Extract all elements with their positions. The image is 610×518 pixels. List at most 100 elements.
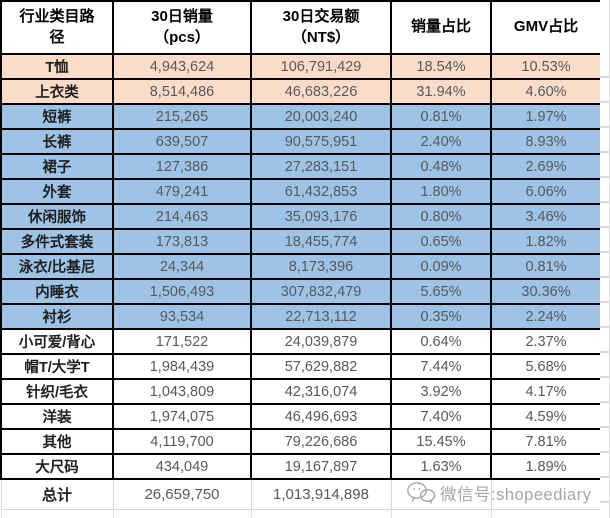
sales-cell[interactable]: 127,386 [112,153,252,180]
category-cell[interactable]: 帽T/大学T [0,353,114,380]
gmv-cell[interactable]: 24,039,879 [250,328,392,355]
category-cell[interactable]: 短裤 [0,103,114,130]
category-cell[interactable]: 多件式套装 [0,228,114,255]
gmv-cell[interactable]: 27,283,151 [250,153,392,180]
category-cell[interactable]: 内睡衣 [0,278,114,305]
sales-cell[interactable]: 1,506,493 [112,278,252,305]
gmv-cell[interactable]: 46,496,693 [250,403,392,430]
category-cell[interactable]: 裙子 [0,153,114,180]
category-cell[interactable]: 其他 [0,428,114,455]
sales-cell[interactable]: 479,241 [112,178,252,205]
sales-pct-cell[interactable]: 7.40% [390,403,492,430]
sales-cell[interactable]: 4,943,624 [112,53,252,80]
sales-cell[interactable]: 214,463 [112,203,252,230]
sales-pct-cell[interactable]: 0.48% [390,153,492,180]
table-footer: 总计 26,659,750 1,013,914,898 [0,478,602,518]
sales-pct-cell[interactable]: 0.35% [390,303,492,330]
sales-cell[interactable]: 24,344 [112,253,252,280]
gmv-cell[interactable]: 307,832,479 [250,278,392,305]
sales-cell[interactable]: 93,534 [112,303,252,330]
table-row: 大尺码 434,049 19,167,897 1.63% 1.89% [0,453,602,480]
gmv-pct-cell[interactable]: 4.59% [490,403,602,430]
gmv-pct-cell[interactable]: 1.82% [490,228,602,255]
table-row: 泳衣/比基尼 24,344 8,173,396 0.09% 0.81% [0,253,602,280]
sales-pct-cell[interactable]: 1.63% [390,453,492,480]
gmv-pct-cell[interactable]: 3.46% [490,203,602,230]
gmv-pct-cell[interactable]: 10.53% [490,53,602,80]
sales-pct-cell[interactable]: 2.40% [390,128,492,155]
gmv-cell[interactable]: 57,629,882 [250,353,392,380]
sales-cell[interactable]: 171,522 [112,328,252,355]
gmv-cell[interactable]: 8,173,396 [250,253,392,280]
header-sales-share[interactable]: 销量占比 [390,0,492,55]
sales-pct-cell[interactable]: 0.81% [390,103,492,130]
sales-cell[interactable]: 215,265 [112,103,252,130]
header-sales-30d[interactable]: 30日销量 （pcs） [112,0,252,55]
table-row: 裙子 127,386 27,283,151 0.48% 2.69% [0,153,602,180]
gmv-cell[interactable]: 22,713,112 [250,303,392,330]
total-sales-cell[interactable]: 26,659,750 [112,478,252,510]
gmv-pct-cell[interactable]: 1.97% [490,103,602,130]
gmv-pct-cell[interactable]: 4.17% [490,378,602,405]
category-cell[interactable]: 大尺码 [0,453,114,480]
gmv-pct-cell[interactable]: 8.93% [490,128,602,155]
sales-cell[interactable]: 1,984,439 [112,353,252,380]
header-category[interactable]: 行业类目路径 [0,0,114,55]
gmv-cell[interactable]: 42,316,074 [250,378,392,405]
category-cell[interactable]: 洋装 [0,403,114,430]
header-gmv-share[interactable]: GMV占比 [490,0,602,55]
category-cell[interactable]: 小可爱/背心 [0,328,114,355]
sales-pct-cell[interactable]: 3.92% [390,378,492,405]
gmv-pct-cell[interactable]: 4.60% [490,78,602,105]
gmv-pct-cell[interactable]: 2.24% [490,303,602,330]
gmv-cell[interactable]: 79,226,686 [250,428,392,455]
sales-cell[interactable]: 8,514,486 [112,78,252,105]
category-cell[interactable]: 衬衫 [0,303,114,330]
category-cell[interactable]: 长裤 [0,128,114,155]
sales-pct-cell[interactable]: 0.64% [390,328,492,355]
category-cell[interactable]: 泳衣/比基尼 [0,253,114,280]
sales-pct-cell[interactable]: 7.44% [390,353,492,380]
table-row: 多件式套装 173,813 18,455,774 0.65% 1.82% [0,228,602,255]
gmv-cell[interactable]: 46,683,226 [250,78,392,105]
gmv-cell[interactable]: 20,003,240 [250,103,392,130]
header-gmv-30d[interactable]: 30日交易额 （NT$） [250,0,392,55]
sales-pct-cell[interactable]: 0.65% [390,228,492,255]
gmv-pct-cell[interactable]: 1.89% [490,453,602,480]
category-cell[interactable]: 针织/毛衣 [0,378,114,405]
total-sales-pct-cell[interactable] [390,478,492,510]
gmv-pct-cell[interactable]: 6.06% [490,178,602,205]
sales-cell[interactable]: 639,507 [112,128,252,155]
gmv-cell[interactable]: 90,575,951 [250,128,392,155]
total-label-cell[interactable]: 总计 [0,478,114,510]
sales-pct-cell[interactable]: 0.09% [390,253,492,280]
gmv-cell[interactable]: 19,167,897 [250,453,392,480]
gmv-cell[interactable]: 61,432,853 [250,178,392,205]
category-cell[interactable]: 休闲服饰 [0,203,114,230]
gmv-pct-cell[interactable]: 2.37% [490,328,602,355]
sales-pct-cell[interactable]: 15.45% [390,428,492,455]
sales-pct-cell[interactable]: 18.54% [390,53,492,80]
gmv-pct-cell[interactable]: 5.68% [490,353,602,380]
category-cell[interactable]: 外套 [0,178,114,205]
category-cell[interactable]: T恤 [0,53,114,80]
total-gmv-cell[interactable]: 1,013,914,898 [250,478,392,510]
gmv-pct-cell[interactable]: 0.81% [490,253,602,280]
sales-cell[interactable]: 173,813 [112,228,252,255]
sales-cell[interactable]: 1,043,809 [112,378,252,405]
sales-cell[interactable]: 1,974,075 [112,403,252,430]
sales-pct-cell[interactable]: 31.94% [390,78,492,105]
gmv-pct-cell[interactable]: 7.81% [490,428,602,455]
sales-cell[interactable]: 4,119,700 [112,428,252,455]
category-cell[interactable]: 上衣类 [0,78,114,105]
sales-pct-cell[interactable]: 1.80% [390,178,492,205]
sales-cell[interactable]: 434,049 [112,453,252,480]
gmv-pct-cell[interactable]: 30.36% [490,278,602,305]
sales-pct-cell[interactable]: 0.80% [390,203,492,230]
gmv-cell[interactable]: 18,455,774 [250,228,392,255]
sales-pct-cell[interactable]: 5.65% [390,278,492,305]
total-gmv-pct-cell[interactable] [490,478,602,510]
gmv-cell[interactable]: 35,093,176 [250,203,392,230]
gmv-cell[interactable]: 106,791,429 [250,53,392,80]
gmv-pct-cell[interactable]: 2.69% [490,153,602,180]
